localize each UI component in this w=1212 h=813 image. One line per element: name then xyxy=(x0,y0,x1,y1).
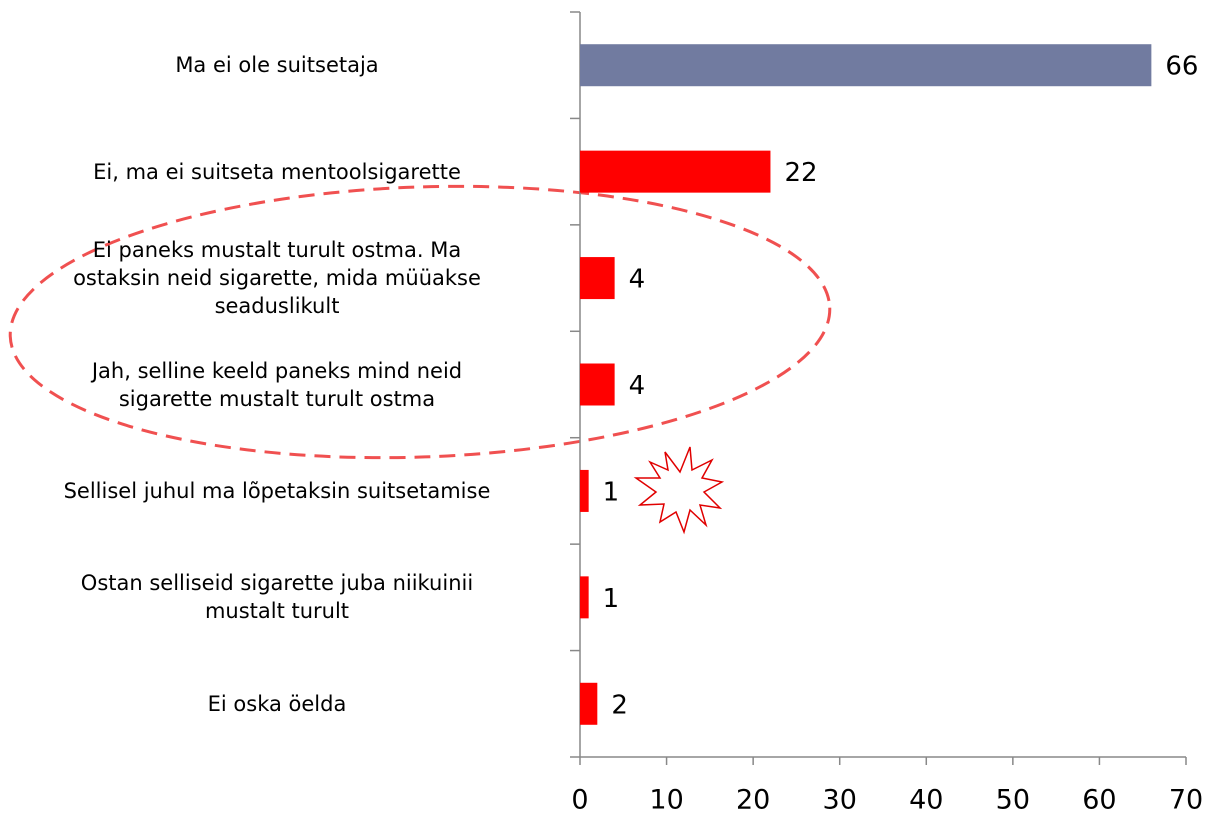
x-tick-label: 30 xyxy=(823,785,857,813)
bar xyxy=(580,469,589,512)
value-label: 22 xyxy=(784,158,817,188)
bar xyxy=(580,150,771,193)
bar xyxy=(580,44,1152,87)
bar xyxy=(580,576,589,619)
x-tick-label: 0 xyxy=(571,785,588,813)
value-label: 66 xyxy=(1165,52,1198,82)
x-tick-label: 60 xyxy=(1082,785,1116,813)
x-tick-label: 10 xyxy=(649,785,683,813)
starburst xyxy=(633,446,725,535)
value-label: 1 xyxy=(603,477,620,507)
value-label: 4 xyxy=(629,371,646,401)
x-tick-label: 40 xyxy=(909,785,943,813)
value-label: 1 xyxy=(603,584,620,614)
category-label: Ei, ma ei suitseta mentoolsigarette xyxy=(93,159,461,184)
category-label: Ei oska öelda xyxy=(207,691,347,716)
category-label: Ma ei ole suitsetaja xyxy=(175,53,379,78)
bar xyxy=(580,257,615,300)
x-tick-label: 70 xyxy=(1169,785,1203,813)
bar xyxy=(580,363,615,406)
category-label: Ei paneks mustalt turult ostma. Ma ostak… xyxy=(73,238,481,319)
x-tick-label: 20 xyxy=(736,785,770,813)
x-tick-label: 50 xyxy=(996,785,1030,813)
category-label: Sellisel juhul ma lõpetaksin suitsetamis… xyxy=(63,478,491,503)
value-label: 2 xyxy=(611,690,628,720)
highlight-ellipse xyxy=(8,184,832,460)
category-label: Ostan selliseid sigarette juba niikuinii… xyxy=(80,571,474,624)
bar xyxy=(580,682,598,725)
value-label: 4 xyxy=(629,265,646,295)
category-label: Jah, selline keeld paneks mind neid siga… xyxy=(91,358,463,411)
